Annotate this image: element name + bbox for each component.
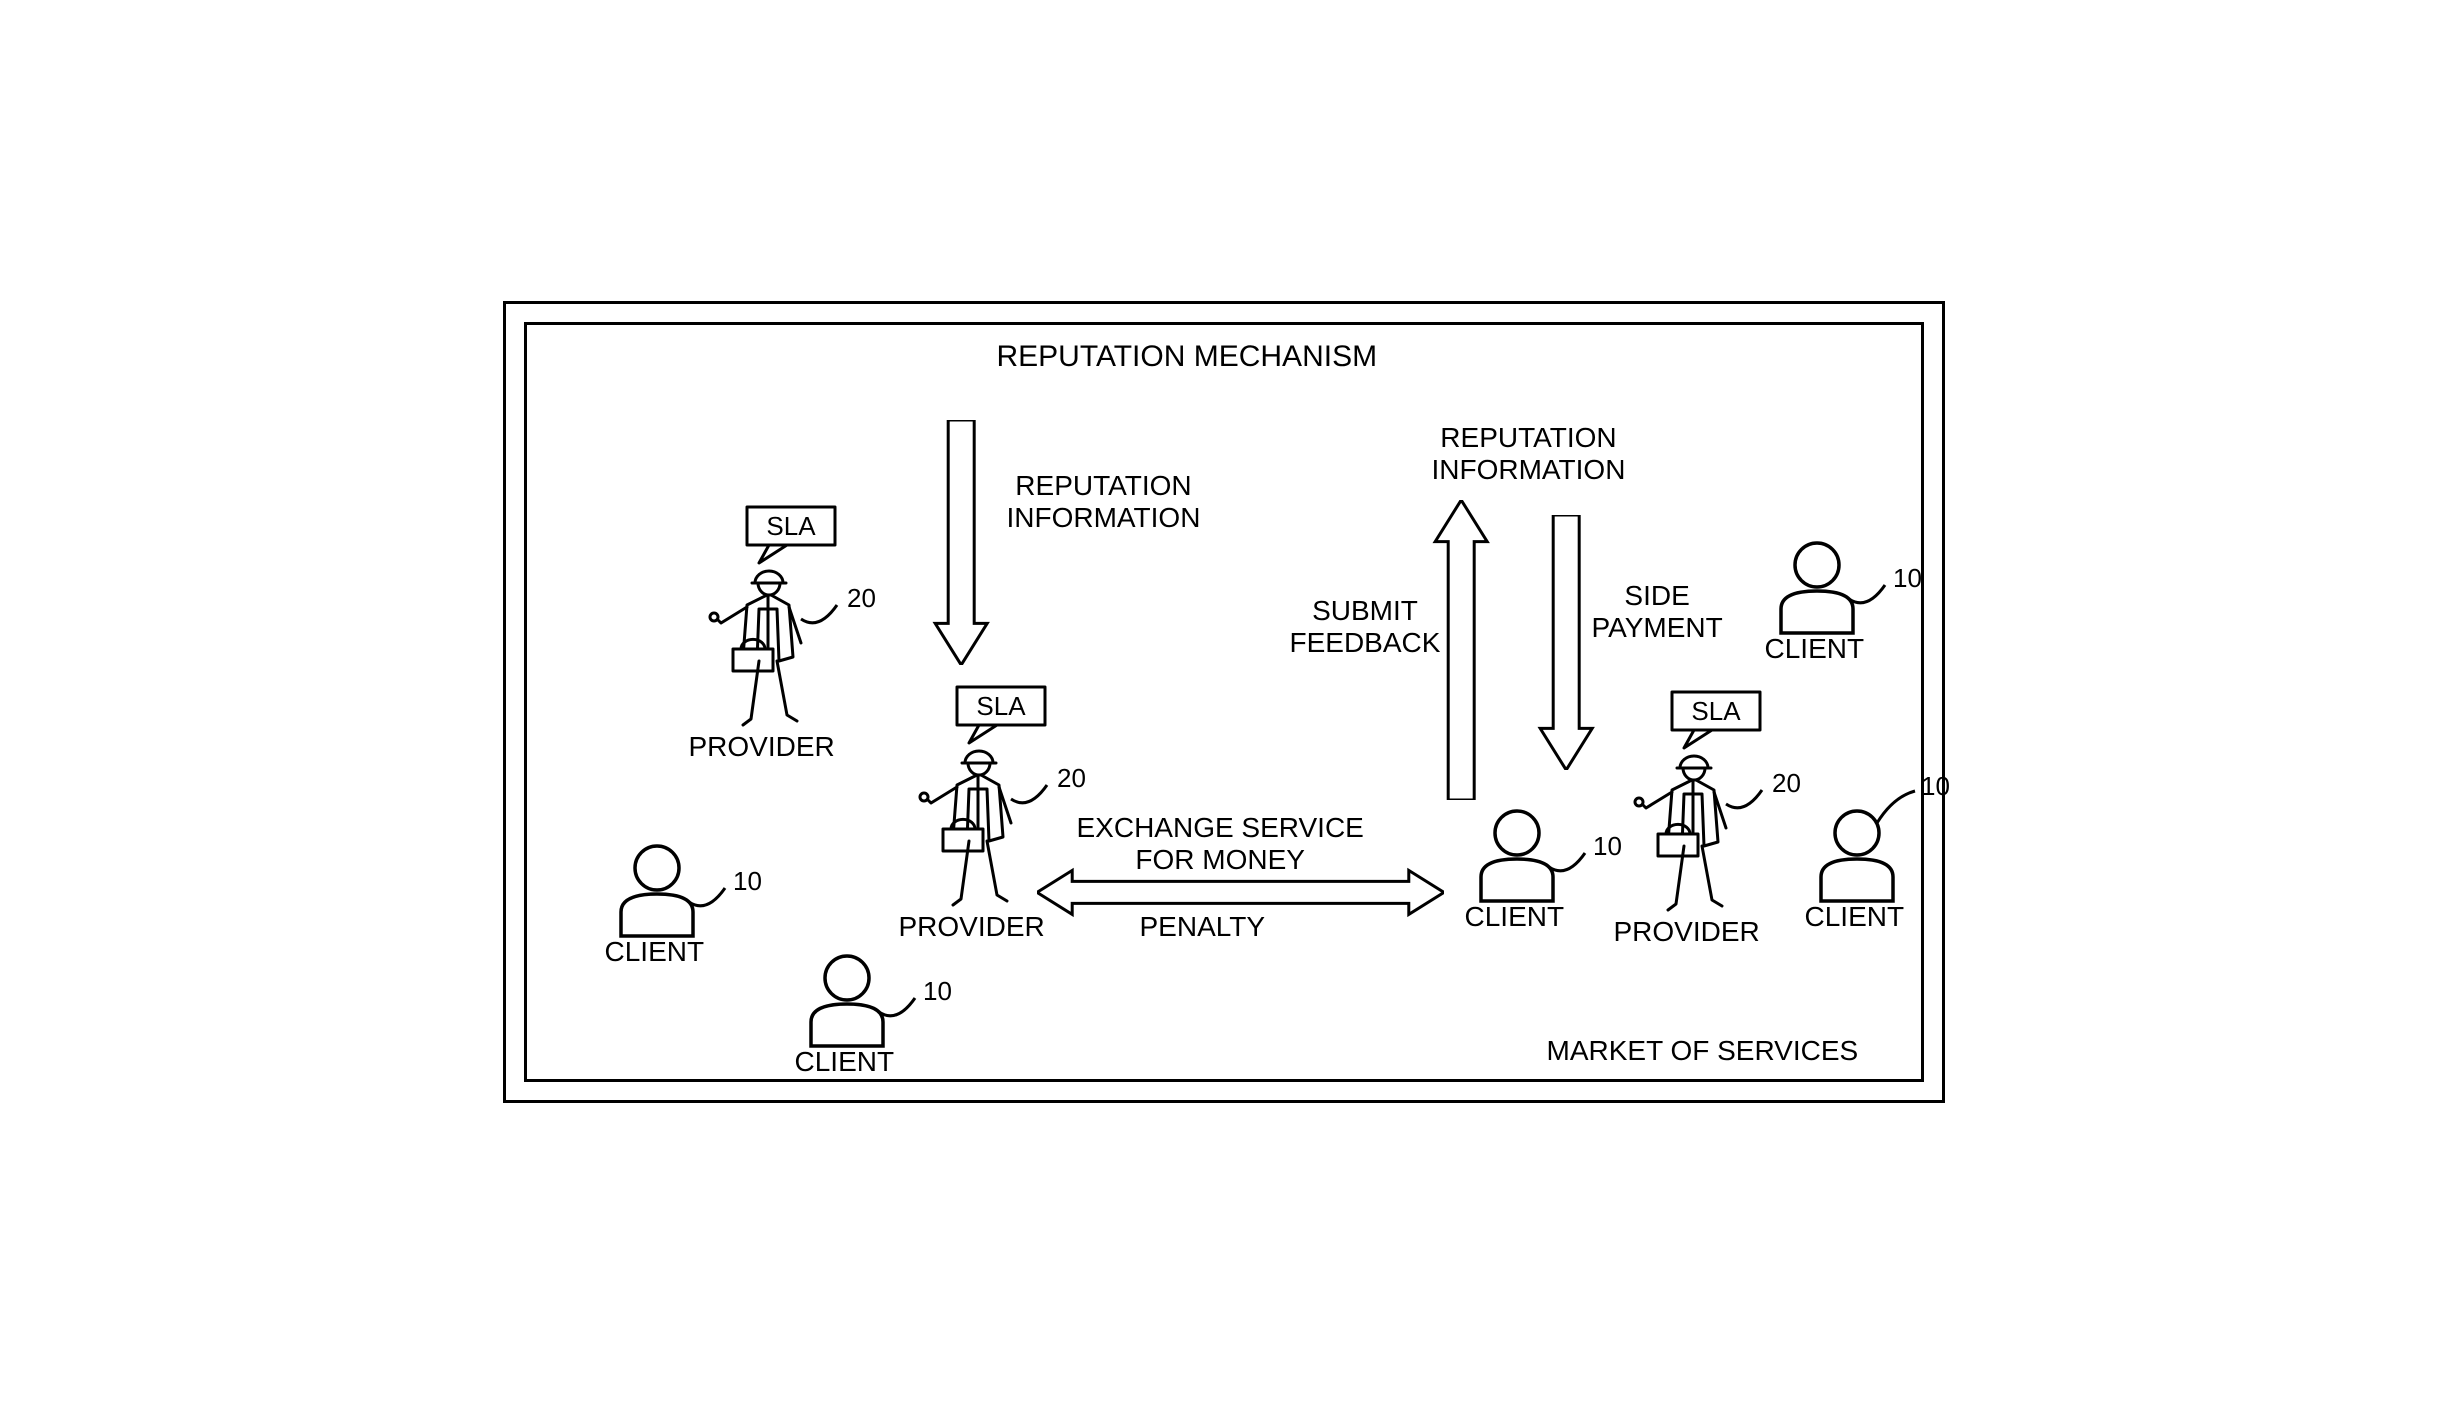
svg-text:20: 20 <box>847 587 876 613</box>
client-1-ref: 10 <box>685 870 775 930</box>
client-4-caption: CLIENT <box>1765 633 1865 665</box>
client-5-ref: 10 <box>1871 777 1961 837</box>
client-3-ref: 10 <box>1545 835 1635 895</box>
horiz-arrow <box>1037 866 1444 919</box>
svg-text:SLA: SLA <box>766 511 816 541</box>
svg-text:10: 10 <box>1921 777 1950 801</box>
client-2-ref: 10 <box>875 980 965 1040</box>
provider-3-caption: PROVIDER <box>1614 916 1760 948</box>
client-3-caption: CLIENT <box>1465 901 1565 933</box>
up-mid-arrow <box>1430 500 1492 800</box>
diagram-canvas: REPUTATION MECHANISM MARKET OF SERVICES … <box>524 322 1924 1082</box>
rep-info-left-label: REPUTATION INFORMATION <box>1007 470 1201 534</box>
svg-text:SLA: SLA <box>1691 696 1741 726</box>
client-1-caption: CLIENT <box>605 936 705 968</box>
svg-text:20: 20 <box>1772 772 1801 798</box>
svg-text:10: 10 <box>923 980 952 1006</box>
diagram-title: REPUTATION MECHANISM <box>997 340 1378 375</box>
svg-text:SLA: SLA <box>976 691 1026 721</box>
provider-2-ref: 20 <box>1007 767 1097 827</box>
market-of-services-label: MARKET OF SERVICES <box>1547 1035 1859 1067</box>
provider-1-caption: PROVIDER <box>689 731 835 763</box>
provider-2-caption: PROVIDER <box>899 911 1045 943</box>
svg-text:10: 10 <box>1893 567 1922 593</box>
svg-text:10: 10 <box>1593 835 1622 861</box>
down-left-arrow <box>930 420 992 665</box>
svg-text:20: 20 <box>1057 767 1086 793</box>
down-right-arrow <box>1535 515 1597 770</box>
side-payment-label: SIDE PAYMENT <box>1592 580 1723 644</box>
submit-feedback-label: SUBMIT FEEDBACK <box>1290 595 1441 659</box>
provider-1-ref: 20 <box>797 587 887 647</box>
client-2-caption: CLIENT <box>795 1046 895 1078</box>
client-4-ref: 10 <box>1845 567 1935 627</box>
provider-3-ref: 20 <box>1722 772 1812 832</box>
svg-text:10: 10 <box>733 870 762 896</box>
rep-info-right-label: REPUTATION INFORMATION <box>1432 422 1626 486</box>
outer-frame: REPUTATION MECHANISM MARKET OF SERVICES … <box>503 301 1945 1103</box>
client-5-caption: CLIENT <box>1805 901 1905 933</box>
